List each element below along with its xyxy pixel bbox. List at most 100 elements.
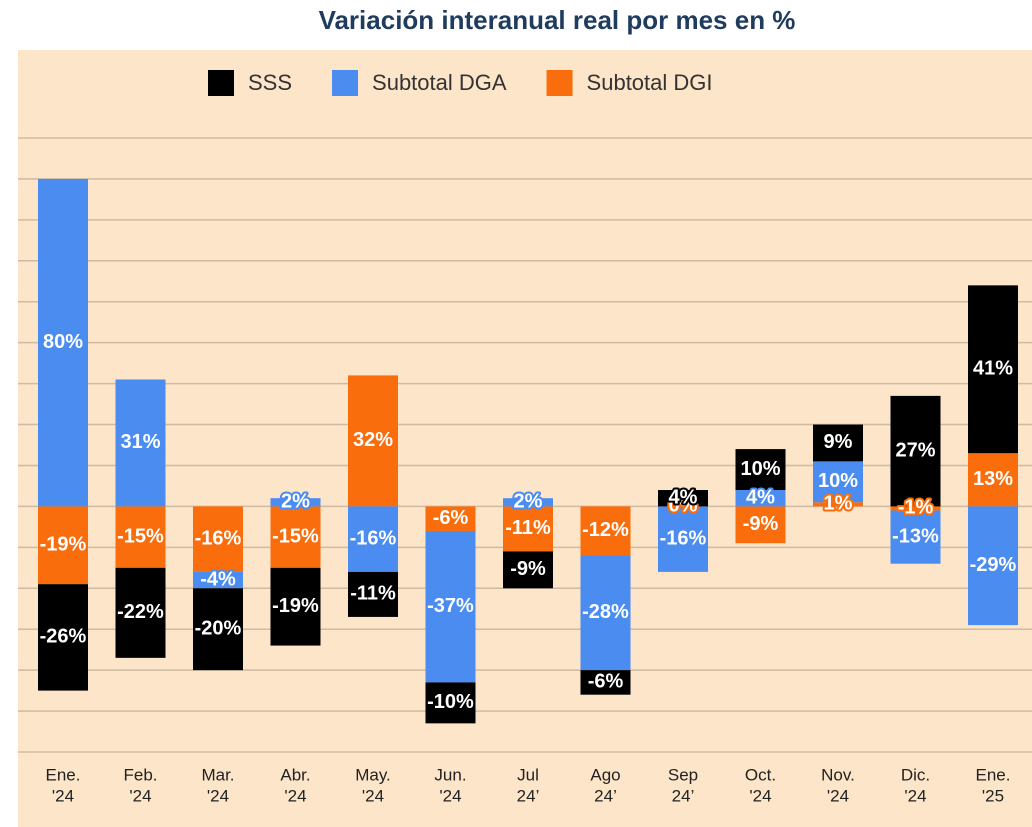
x-tick-label: Dic.	[901, 765, 930, 784]
data-label: -20%	[195, 617, 242, 639]
bar-segment	[813, 502, 863, 507]
x-tick-label: Mar.	[201, 765, 234, 784]
data-label: -15%	[272, 525, 319, 547]
bar-segment	[813, 424, 863, 462]
legend-label: SSS	[248, 70, 292, 95]
data-label: -16%	[195, 527, 242, 549]
bar-segment	[38, 584, 88, 691]
bar-segment	[813, 461, 863, 503]
data-label: 4%	[746, 486, 775, 508]
data-label: -9%	[743, 513, 779, 535]
data-label: -13%	[892, 525, 939, 547]
data-label: -9%	[510, 558, 546, 580]
bar-segment	[968, 506, 1018, 626]
data-label: -1%	[898, 497, 934, 519]
data-label: 1%	[824, 493, 853, 515]
x-tick-label: '24	[439, 786, 461, 805]
bar-segment	[38, 178, 88, 507]
bar-segment	[968, 453, 1018, 507]
data-label: 0%	[669, 495, 698, 517]
bar-segment	[580, 670, 631, 695]
legend-label: Subtotal DGA	[372, 70, 507, 95]
x-tick-label: Sep	[668, 765, 698, 784]
legend-swatch	[546, 70, 573, 96]
data-label: -6%	[433, 507, 469, 529]
x-tick-label: '24	[362, 786, 384, 805]
bar-segment	[580, 506, 631, 556]
bar-segment	[425, 506, 476, 531]
x-tick-label: Feb.	[123, 765, 157, 784]
x-tick-label: Ene.	[46, 765, 81, 784]
bar-segment	[735, 490, 786, 507]
bar-segment	[38, 506, 88, 585]
data-label: 4%	[669, 486, 698, 508]
data-label: -4%	[200, 568, 236, 590]
x-tick-label: '24	[284, 786, 306, 805]
legend-label: Subtotal DGI	[587, 70, 713, 95]
bar-segment	[425, 682, 476, 724]
x-tick-label: 24’	[594, 786, 617, 805]
data-label: -26%	[40, 626, 87, 648]
data-label: -15%	[117, 525, 164, 547]
data-label: -6%	[588, 671, 624, 693]
data-label: -29%	[970, 554, 1017, 576]
data-label: -11%	[505, 517, 551, 539]
bar-segment	[270, 498, 321, 507]
data-label: -12%	[582, 519, 629, 541]
bar-segment	[425, 530, 476, 683]
bar-segment	[658, 506, 708, 572]
data-label: 13%	[973, 468, 1013, 490]
data-label: 31%	[120, 431, 160, 453]
bar-segment	[115, 567, 166, 658]
data-label: -10%	[427, 691, 474, 713]
bar-segment	[348, 506, 398, 572]
data-label: 41%	[973, 358, 1013, 380]
bar-segment	[503, 498, 553, 507]
bar-segment	[193, 588, 243, 671]
x-tick-label: Abr.	[280, 765, 310, 784]
x-tick-label: '24	[904, 786, 926, 805]
data-label: -16%	[660, 527, 707, 549]
bar-segment	[580, 555, 631, 671]
data-label: 9%	[824, 431, 853, 453]
bar-segment	[115, 379, 166, 507]
x-tick-label: '24	[827, 786, 849, 805]
x-tick-label: '24	[52, 786, 74, 805]
data-label: 27%	[895, 439, 935, 461]
x-tick-label: Ago	[590, 765, 620, 784]
bar-segment	[270, 567, 321, 646]
x-tick-label: 24’	[517, 786, 540, 805]
data-label: 10%	[740, 458, 780, 480]
bar-segment	[890, 510, 941, 564]
data-label: 80%	[43, 331, 83, 353]
data-label: 2%	[281, 491, 310, 513]
x-tick-label: '24	[129, 786, 151, 805]
x-tick-label: '25	[982, 786, 1004, 805]
bar-segment	[658, 490, 708, 507]
data-label: -22%	[117, 601, 164, 623]
bar-segment	[348, 375, 398, 507]
bar-segment	[193, 506, 243, 572]
data-label: 10%	[818, 470, 858, 492]
x-tick-label: Jun.	[434, 765, 466, 784]
x-tick-label: '24	[749, 786, 771, 805]
x-tick-label: '24	[207, 786, 229, 805]
bar-segment	[503, 551, 553, 589]
bar-segment	[890, 395, 941, 507]
data-label: -19%	[272, 595, 319, 617]
x-tick-label: 24’	[672, 786, 695, 805]
bar-segment	[115, 506, 166, 568]
bar-segment	[270, 506, 321, 568]
bar-segment	[968, 285, 1018, 454]
bar-segment	[503, 506, 553, 552]
data-label: 32%	[353, 429, 393, 451]
bar-segment	[735, 449, 786, 491]
data-label: -16%	[350, 527, 397, 549]
chart-title: Variación interanual real por mes en %	[319, 5, 796, 35]
data-label: -11%	[350, 583, 396, 605]
bar-segment	[890, 506, 941, 511]
x-tick-label: Nov.	[821, 765, 855, 784]
data-label: -37%	[427, 595, 474, 617]
x-tick-label: Ene.	[976, 765, 1011, 784]
